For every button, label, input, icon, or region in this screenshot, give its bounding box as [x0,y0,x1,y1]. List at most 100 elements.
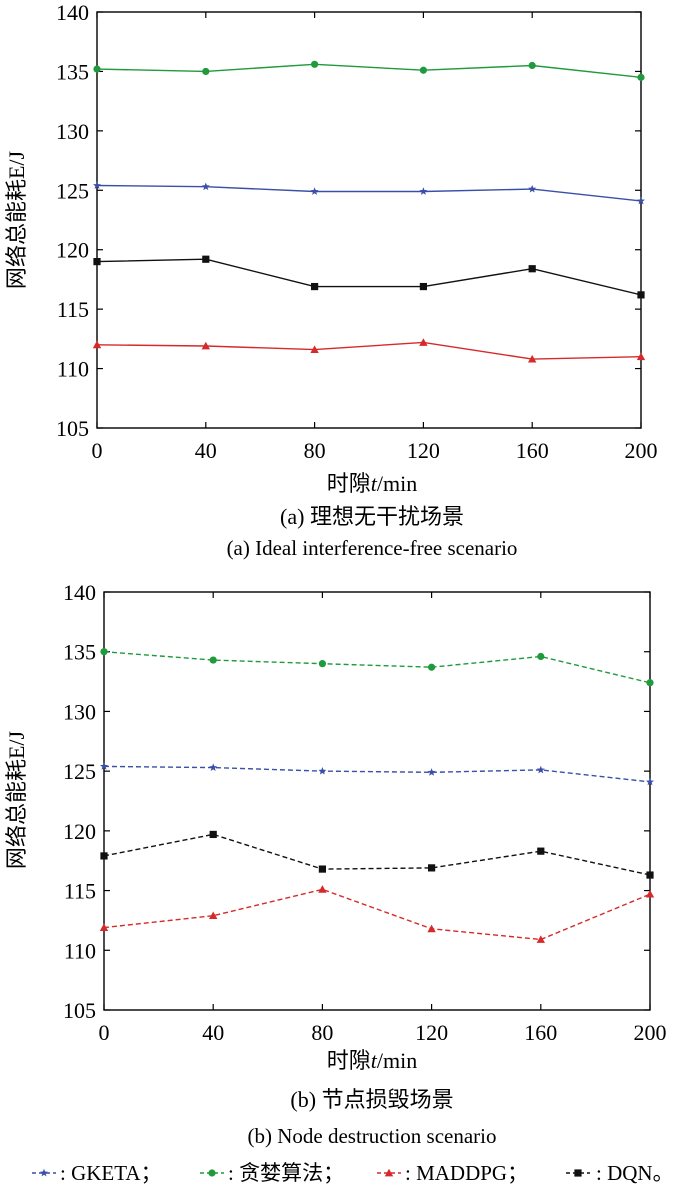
x-tick-label: 0 [92,438,103,463]
y-tick-label: 130 [56,119,89,144]
y-tick-label: 105 [56,416,89,441]
legend-label-maddpg: : MADDPG [405,1161,507,1185]
legend-label-greedy: : 贪婪算法 [228,1161,323,1185]
y-tick-label: 140 [56,0,89,25]
data-point-greedy [209,656,217,664]
series-line-greedy [96,63,642,79]
data-point-dqn [419,282,427,291]
legend-label-dqn: : DQN [596,1161,653,1185]
data-point-gketa [318,766,327,775]
y-tick-label: 135 [63,640,96,665]
data-point-gketa [528,184,537,193]
y-tick-label: 105 [63,998,96,1023]
series-line-maddpg [103,888,651,941]
data-point-dqn [637,291,645,299]
data-point-gketa [646,777,654,786]
data-point-maddpg [209,911,218,920]
data-point-maddpg [528,354,537,363]
svg-text:: GKETA； : 贪婪算法； :: : GKETA； : 贪婪算法； : MADDPG； : DQN。 [60,1161,674,1185]
data-point-greedy [428,663,436,671]
plot-frame [103,591,651,1011]
series-line-gketa [103,765,651,783]
data-point-dqn [209,830,217,839]
x-tick-label: 80 [311,1020,333,1045]
data-point-maddpg [645,889,655,898]
data-point-greedy [419,66,427,74]
data-point-maddpg [92,340,102,349]
legend-separator: ； [141,1161,162,1185]
data-point-dqn [100,852,108,860]
x-tick-label: 120 [407,438,440,463]
y-tick-label: 110 [64,938,96,963]
x-tick-label: 80 [304,438,326,463]
chart-node-destruction: 105 110 115 120 125 130 135 140 0 40 80 120 160 200 网… [4,580,667,1148]
y-tick-label: 140 [63,580,96,605]
caption-cn-a: (a) 理想无干扰场景 [280,504,464,529]
caption-en-b: (b) Node destruction scenario [248,1124,497,1148]
y-tick-label: 125 [56,178,89,203]
data-point-gketa [427,768,436,776]
data-point-maddpg [427,924,436,933]
data-point-dqn [93,258,101,266]
data-point-gketa [209,763,218,771]
data-point-gketa [637,196,645,205]
x-tick-label: 200 [634,1020,667,1045]
y-tick-label: 110 [57,357,89,382]
y-tick-label: 125 [63,759,96,784]
data-point-gketa [201,182,210,191]
data-point-dqn [646,871,654,879]
y-tick-label: 115 [64,879,96,904]
series-line-dqn [96,258,642,296]
data-point-maddpg [636,352,646,361]
y-tick-label: 130 [63,699,96,724]
y-tick-label: 135 [56,59,89,84]
data-point-greedy [528,61,536,70]
legend-label-gketa: : GKETA [60,1161,141,1185]
legend-marker-dqn [574,1169,582,1177]
x-tick-label: 200 [625,438,658,463]
y-tick-label: 115 [57,297,89,322]
data-point-greedy [202,67,210,76]
legend-marker-greedy [208,1169,216,1177]
data-point-gketa [536,765,545,774]
x-tick-label: 160 [516,438,549,463]
caption-cn-b: (b) 节点损毁场景 [290,1087,453,1112]
x-tick-label: 40 [202,1020,224,1045]
data-point-maddpg [201,341,210,350]
legend-marker-gketa [40,1168,48,1177]
legend: : GKETA； : 贪婪算法； : MADDPG； : DQN。 [32,1161,674,1185]
y-axis-label: 网络总能耗E/J [4,731,29,870]
series-line-gketa [96,184,642,202]
data-point-dqn [428,864,436,872]
series-line-maddpg [96,341,642,360]
data-point-dqn [202,255,210,263]
data-point-greedy [93,65,101,73]
data-point-maddpg [318,885,327,893]
legend-end: 。 [653,1161,674,1185]
x-tick-label: 120 [415,1020,448,1045]
data-point-maddpg [419,338,428,346]
legend-separator: ； [323,1161,344,1185]
x-axis-label: 时隙t/min [327,1048,417,1073]
legend-marker-maddpg [384,1168,394,1177]
data-point-maddpg [99,923,109,931]
x-axis-label: 时隙t/min [327,471,417,496]
data-point-dqn [318,865,326,873]
x-tick-label: 0 [99,1020,110,1045]
data-point-dqn [528,265,536,273]
y-axis-label: 网络总能耗E/J [4,151,29,290]
y-tick-label: 120 [63,819,96,844]
data-point-dqn [311,282,319,291]
data-point-gketa [100,762,108,770]
series-line-dqn [103,833,651,876]
data-point-gketa [419,187,428,195]
data-point-greedy [318,660,326,668]
caption-en-a: (a) Ideal interference-free scenario [227,536,518,560]
x-tick-label: 40 [195,438,217,463]
data-point-greedy [637,73,645,81]
series-line-greedy [103,651,651,684]
data-point-dqn [537,847,545,855]
data-point-maddpg [310,345,319,353]
data-point-greedy [537,652,545,661]
